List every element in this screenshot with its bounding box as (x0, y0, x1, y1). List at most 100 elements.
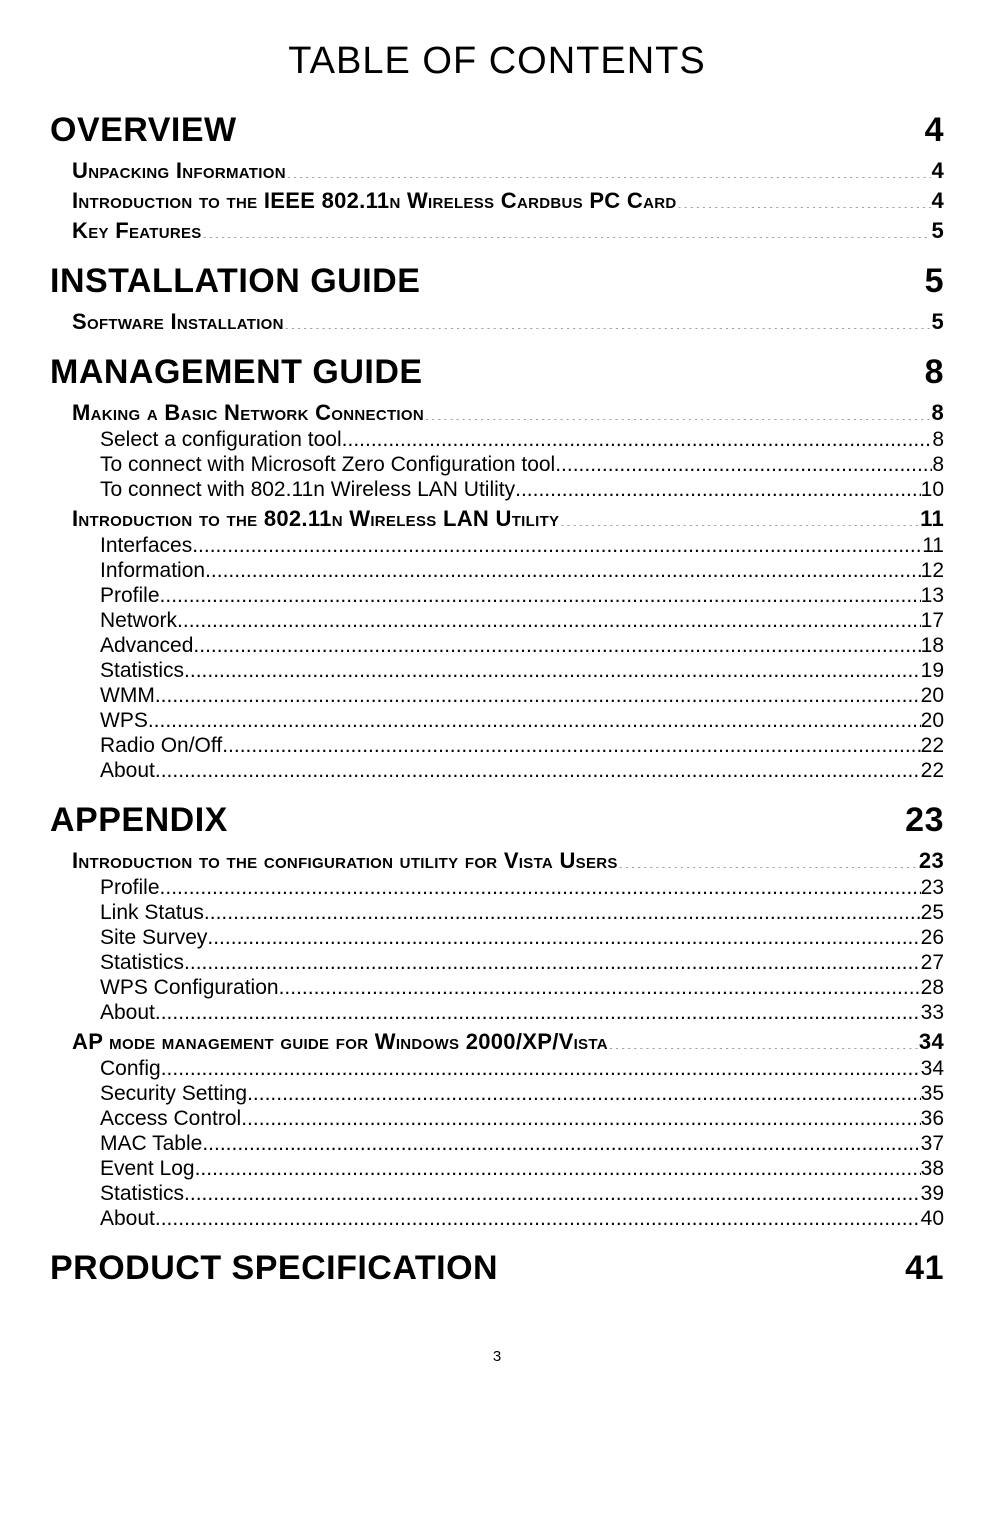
toc-entry-label: To connect with 802.11n Wireless LAN Uti… (100, 478, 515, 502)
page-title: TABLE OF CONTENTS (50, 40, 944, 83)
toc-entry[interactable]: Statistics39 (100, 1182, 944, 1206)
toc-entry[interactable]: Config34 (100, 1057, 944, 1081)
dot-leader (222, 734, 920, 752)
toc-entry-label: Software Installation (72, 309, 284, 335)
toc-entry-page: 23 (905, 801, 944, 840)
toc-entry-page: 41 (905, 1249, 944, 1288)
toc-entry-label: Radio On/Off (100, 734, 222, 758)
toc-entry-page: 39 (921, 1182, 944, 1206)
dot-leader (555, 453, 932, 471)
dot-leader (202, 1132, 920, 1150)
dot-leader (202, 220, 932, 238)
toc-entry-page: 22 (921, 734, 944, 758)
toc-entry[interactable]: Select a configuration tool8 (100, 428, 944, 452)
dot-leader (160, 876, 921, 894)
dot-leader (148, 709, 921, 727)
toc-entry[interactable]: Radio On/Off 22 (100, 734, 944, 758)
toc-entry[interactable]: Advanced18 (100, 634, 944, 658)
toc-entry[interactable]: INSTALLATION GUIDE5 (50, 262, 944, 301)
toc-entry[interactable]: Network17 (100, 609, 944, 633)
toc-entry[interactable]: APPENDIX23 (50, 801, 944, 840)
toc-entry-label: Introduction to the configuration utilit… (72, 848, 618, 874)
dot-leader (207, 926, 920, 944)
toc-entry-page: 4 (925, 111, 944, 150)
dot-leader (498, 1261, 905, 1279)
toc-entry-page: 8 (925, 353, 944, 392)
toc-entry-page: 38 (921, 1157, 944, 1181)
toc-entry-page: 37 (921, 1132, 944, 1156)
toc-entry-page: 22 (921, 759, 944, 783)
toc-entry-label: Unpacking Information (72, 158, 286, 184)
toc-entry[interactable]: Site Survey26 (100, 926, 944, 950)
toc-entry[interactable]: About33 (100, 1001, 944, 1025)
dot-leader (155, 759, 921, 777)
toc-entry[interactable]: Introduction to the 802.11n Wireless LAN… (72, 506, 944, 532)
toc-entry-label: Introduction to the IEEE 802.11n Wireles… (72, 188, 676, 214)
toc-entry[interactable]: Information12 (100, 559, 944, 583)
toc-entry[interactable]: Security Setting35 (100, 1082, 944, 1106)
dot-leader (184, 659, 921, 677)
toc-entry-page: 5 (925, 262, 944, 301)
dot-leader (155, 684, 921, 702)
toc-entry[interactable]: Software Installation5 (72, 309, 944, 335)
toc-entry-label: To connect with Microsoft Zero Configura… (100, 453, 555, 477)
toc-entry[interactable]: OVERVIEW4 (50, 111, 944, 150)
dot-leader (618, 850, 919, 868)
toc-entry[interactable]: Statistics27 (100, 951, 944, 975)
dot-leader (205, 559, 921, 577)
toc-entry[interactable]: Introduction to the configuration utilit… (72, 848, 944, 874)
toc-entry-page: 10 (921, 478, 944, 502)
toc-entry[interactable]: Event Log38 (100, 1157, 944, 1181)
toc-entry-page: 23 (921, 876, 944, 900)
toc-entry-label: About (100, 1207, 155, 1231)
toc-entry[interactable]: Profile23 (100, 876, 944, 900)
toc-entry[interactable]: WPS Configuration28 (100, 976, 944, 1000)
dot-leader (241, 1107, 920, 1125)
dot-leader (559, 508, 920, 526)
toc-entry[interactable]: Key Features5 (72, 218, 944, 244)
dot-leader (155, 1001, 921, 1019)
toc-entry-label: Advanced (100, 634, 193, 658)
toc-entry-page: 4 (931, 188, 944, 214)
toc-entry[interactable]: Statistics19 (100, 659, 944, 683)
toc-entry-label: MANAGEMENT GUIDE (50, 353, 423, 392)
toc-entry[interactable]: AP mode management guide for Windows 200… (72, 1029, 944, 1055)
toc-entry[interactable]: MAC Table 37 (100, 1132, 944, 1156)
toc-entry[interactable]: About 22 (100, 759, 944, 783)
toc-entry[interactable]: Link Status25 (100, 901, 944, 925)
dot-leader (608, 1031, 919, 1049)
toc-entry[interactable]: Making a Basic Network Connection8 (72, 400, 944, 426)
toc-entry[interactable]: To connect with Microsoft Zero Configura… (100, 453, 944, 477)
toc-entry-page: 25 (921, 901, 944, 925)
toc-entry-label: AP mode management guide for Windows 200… (72, 1029, 608, 1055)
toc-entry[interactable]: Interfaces11 (100, 534, 944, 558)
toc-entry-page: 35 (921, 1082, 944, 1106)
dot-leader (423, 365, 925, 383)
dot-leader (676, 190, 931, 208)
toc-entry-page: 28 (921, 976, 944, 1000)
toc-entry[interactable]: About40 (100, 1207, 944, 1231)
toc-entry[interactable]: Introduction to the IEEE 802.11n Wireles… (72, 188, 944, 214)
toc-entry-label: About (100, 1001, 155, 1025)
toc-entry[interactable]: WMM20 (100, 684, 944, 708)
toc-entry[interactable]: Access Control36 (100, 1107, 944, 1131)
toc-entry[interactable]: Unpacking Information4 (72, 158, 944, 184)
toc-entry-label: Profile (100, 584, 160, 608)
dot-leader (424, 402, 931, 420)
toc-entry[interactable]: PRODUCT SPECIFICATION 41 (50, 1249, 944, 1288)
toc-entry-page: 27 (921, 951, 944, 975)
toc-entry-label: Config (100, 1057, 161, 1081)
toc-entry[interactable]: WPS20 (100, 709, 944, 733)
toc-entry-label: About (100, 759, 155, 783)
toc-entry[interactable]: Profile13 (100, 584, 944, 608)
dot-leader (161, 1057, 921, 1075)
toc-entry[interactable]: MANAGEMENT GUIDE 8 (50, 353, 944, 392)
toc-entry-page: 19 (921, 659, 944, 683)
toc-entry-page: 26 (921, 926, 944, 950)
toc-entry[interactable]: To connect with 802.11n Wireless LAN Uti… (100, 478, 944, 502)
dot-leader (515, 478, 921, 496)
toc-entry-label: PRODUCT SPECIFICATION (50, 1249, 498, 1288)
toc-entry-label: MAC Table (100, 1132, 202, 1156)
toc-entry-label: WPS (100, 709, 148, 733)
toc-entry-label: Network (100, 609, 177, 633)
